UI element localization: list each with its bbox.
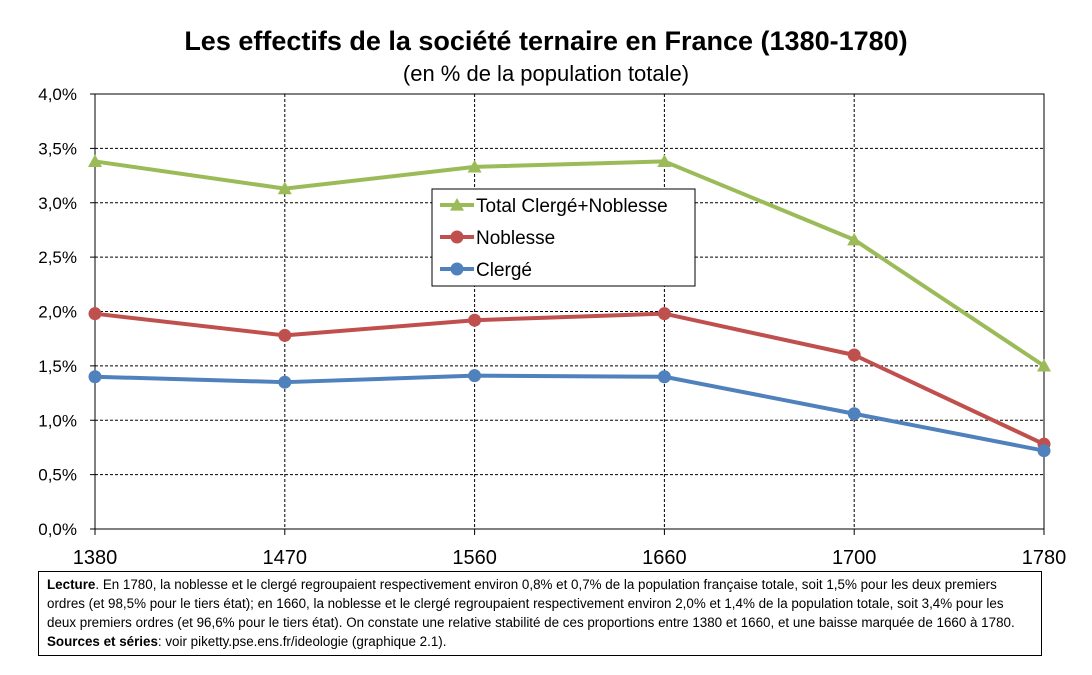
data-point	[1037, 358, 1051, 372]
legend-box	[431, 188, 696, 287]
y-tick-label: 3,0%	[38, 194, 77, 213]
series-line	[94, 373, 1045, 453]
data-point	[847, 348, 861, 362]
data-point	[467, 159, 482, 173]
x-tick-label: 1660	[642, 547, 687, 569]
x-tick-label: 1470	[263, 547, 308, 569]
series-layer	[88, 154, 1051, 458]
chart-title: Les effectifs de la société ternaire en …	[184, 26, 908, 56]
data-point	[278, 375, 292, 389]
data-point	[657, 307, 671, 321]
legend-item: Total Clergé+Noblesse	[440, 196, 668, 217]
legend-item: Clergé	[440, 260, 532, 281]
lecture-label: Lecture	[47, 577, 96, 592]
legend-marker	[450, 230, 464, 244]
data-point	[1037, 444, 1051, 458]
x-tick-label: 1700	[832, 547, 877, 569]
y-tick-label: 0,0%	[38, 520, 77, 539]
data-point	[88, 370, 102, 384]
axis-layer: 0,0% 0,5% 1,0% 1,5% 2,0% 2,5% 3,0% 3,5% 4,0% 1380…	[38, 85, 1066, 569]
legend-label: Noblesse	[476, 228, 555, 249]
data-point	[88, 307, 102, 321]
data-point	[847, 232, 862, 246]
y-tick-label: 3,5%	[38, 139, 77, 158]
series-0	[88, 154, 1051, 372]
x-tick-label: 1780	[1022, 547, 1067, 569]
legend-label: Total Clergé+Noblesse	[476, 196, 668, 217]
lecture-text: . En 1780, la noblesse et le clergé regr…	[47, 577, 1015, 630]
sources-text: : voir piketty.pse.ens.fr/ideologie (gra…	[157, 634, 447, 649]
data-point	[847, 407, 861, 421]
data-point	[278, 328, 292, 342]
legend: Total Clergé+Noblesse Noblesse Clergé	[431, 188, 696, 287]
legend-label: Clergé	[476, 260, 532, 281]
data-point	[657, 370, 671, 384]
data-point	[277, 181, 292, 195]
x-tick-label: 1380	[73, 547, 118, 569]
y-tick-label: 1,0%	[38, 411, 77, 430]
line-chart: 0,0% 0,5% 1,0% 1,5% 2,0% 2,5% 3,0% 3,5% 4,0% 1380…	[38, 85, 1066, 569]
chart-subtitle: (en % de la population totale)	[402, 61, 690, 86]
data-point	[468, 369, 482, 383]
grid-layer	[95, 93, 1044, 529]
data-point	[88, 154, 102, 168]
x-tick-label: 1560	[452, 547, 497, 569]
series-line	[94, 311, 1045, 446]
data-point	[468, 313, 482, 327]
y-tick-label: 1,5%	[38, 357, 77, 376]
legend-marker	[450, 262, 464, 276]
y-tick-label: 2,0%	[38, 303, 77, 322]
series-line	[94, 159, 1046, 368]
data-point	[657, 154, 672, 168]
y-tick-label: 0,5%	[38, 466, 77, 485]
y-tick-label: 4,0%	[38, 85, 77, 104]
sources-label: Sources et séries	[47, 634, 158, 649]
y-tick-label: 2,5%	[38, 248, 77, 267]
legend-item: Noblesse	[440, 228, 555, 249]
reading-note: Lecture. En 1780, la noblesse et le cler…	[38, 571, 1042, 656]
legend-marker	[450, 198, 464, 211]
series-2	[88, 369, 1051, 458]
